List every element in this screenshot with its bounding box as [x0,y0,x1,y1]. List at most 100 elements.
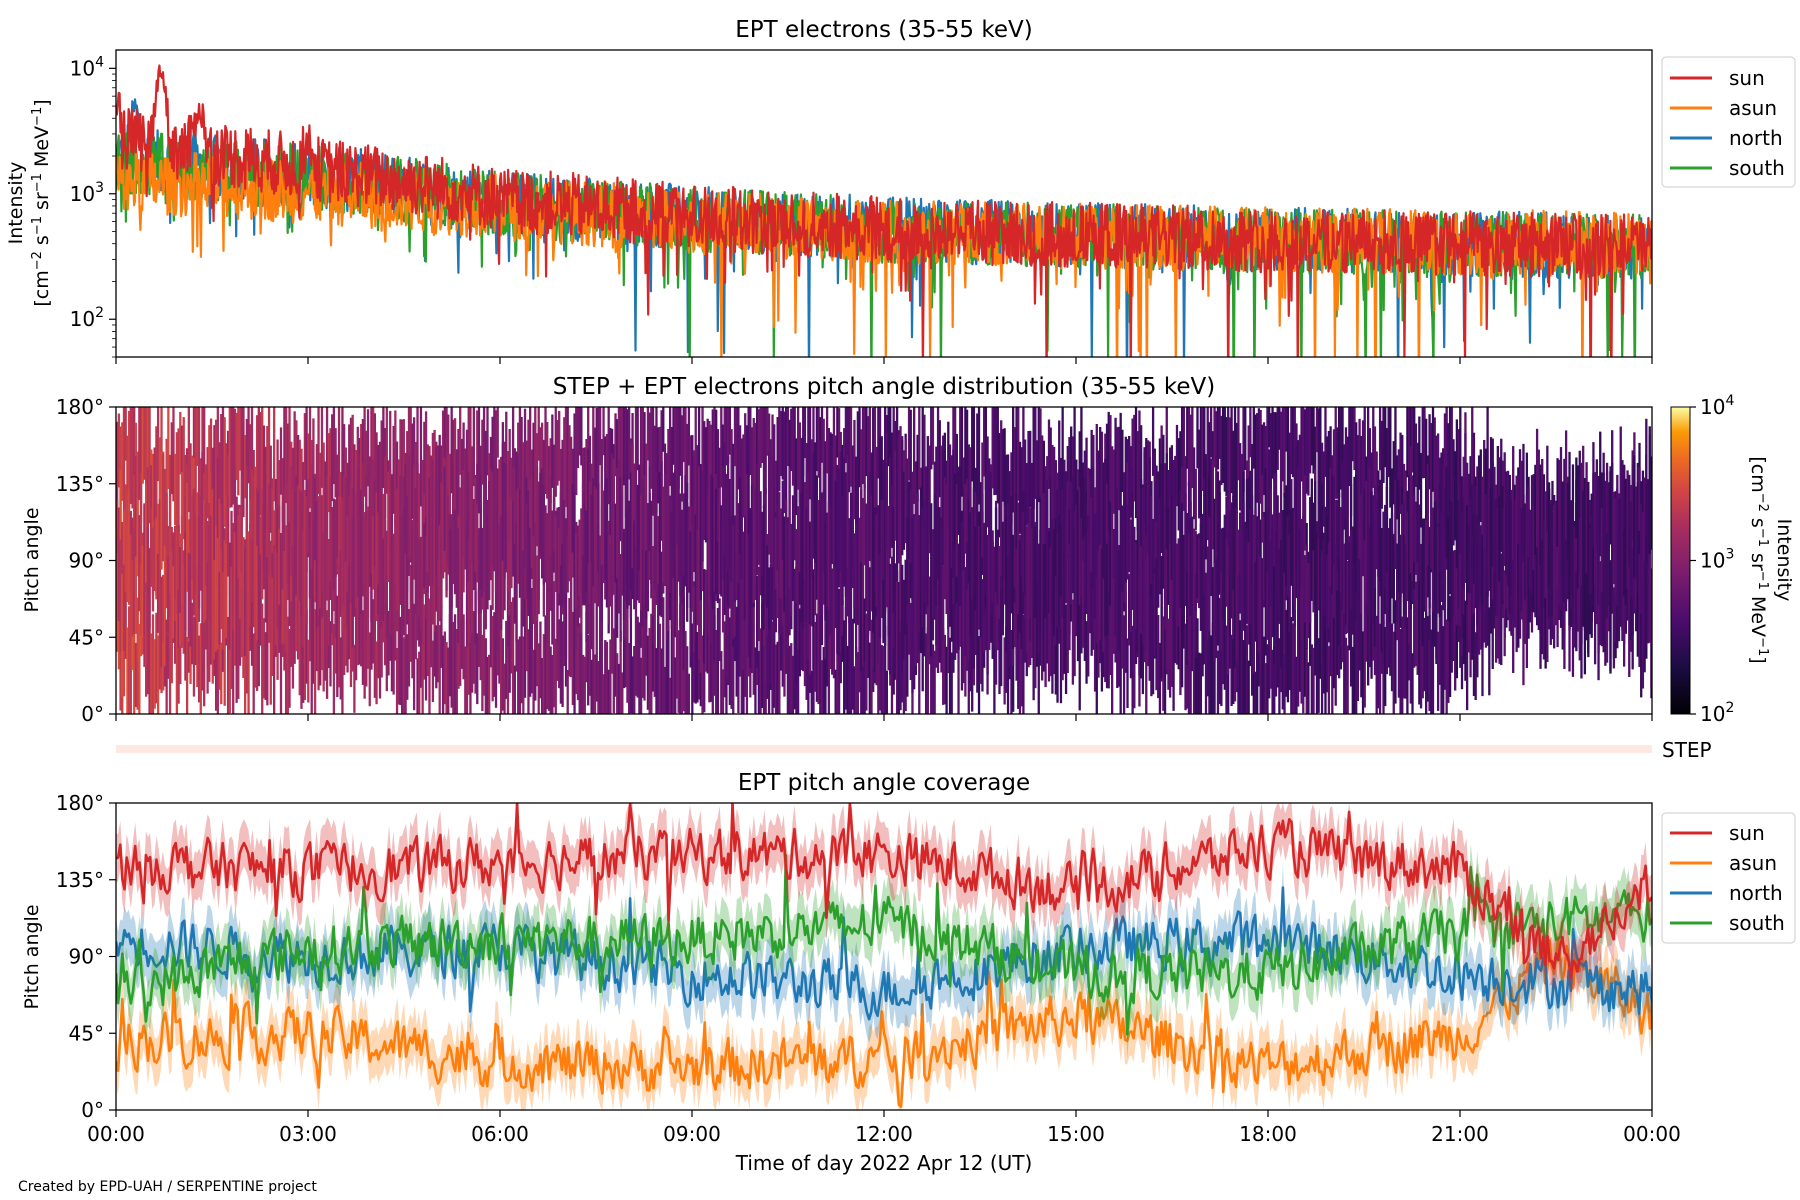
series-band-asun [116,913,1652,1110]
heatmap-cell [346,516,349,592]
heatmap-cell [1136,563,1139,652]
heatmap-cell [438,625,441,714]
heatmap-cell [482,484,486,592]
heatmap-cell [981,442,984,544]
colorbar-bar [1670,406,1691,715]
heatmap-cell [1049,547,1052,677]
heatmap-cell [856,529,859,625]
heatmap-cell [1148,538,1151,640]
heatmap-cell [1500,561,1503,666]
heatmap-cell [1392,536,1395,624]
heatmap-cell [148,407,151,524]
heatmap-cell [443,631,446,705]
heatmap-cell [1276,588,1279,688]
heatmap-cell [1179,513,1182,609]
heatmap-cell [370,407,373,490]
heatmap-cell [1360,569,1363,698]
heatmap-cell [971,584,974,712]
heatmap-cell [1418,504,1421,581]
heatmap-cell [1443,527,1447,626]
heatmap-cell [1517,546,1520,648]
heatmap-cell [1032,489,1035,611]
heatmap-cell [837,589,841,656]
heatmap-cell [1221,605,1225,685]
heatmap-cell [445,407,448,503]
heatmap-cell [890,432,894,520]
heatmap-cell [162,454,165,562]
heatmap-cell [668,495,672,593]
heatmap-cell [1008,484,1011,605]
heatmap-cell [1418,548,1421,631]
heatmap-cell [1160,463,1163,553]
heatmap-cell [1366,598,1370,686]
heatmap-cell [636,616,639,698]
heatmap-cell [1237,574,1240,665]
heatmap-cell [761,547,764,630]
heatmap-cell [1539,464,1542,567]
heatmap-cell [279,606,283,714]
heatmap-cell [1099,477,1102,571]
heatmap-cell [1481,534,1484,606]
heatmap-cell [1058,514,1061,627]
heatmap-cell [1005,454,1008,528]
heatmap-cell [1020,510,1023,577]
heatmap-cell [534,407,537,525]
panel1-yunit-sup: −1 [30,107,45,126]
heatmap-cell [1358,480,1361,560]
heatmap-cell [1305,544,1308,649]
heatmap-cell [1320,484,1324,606]
heatmap-cell [1107,583,1110,689]
panel1-yunit-sup: −2 [30,251,45,270]
heatmap-cell [199,623,202,714]
heatmap-cell [226,495,230,577]
heatmap-cell [453,614,457,714]
heatmap-cell [641,478,644,550]
heatmap-cell [1172,502,1175,609]
heatmap-cell [947,456,950,581]
heatmap-cell [505,465,508,569]
heatmap-cell [805,581,808,700]
heatmap-cell [708,530,711,601]
heatmap-cell [317,496,320,617]
panel3-plot-area [116,803,1652,1110]
step-label: STEP [1662,738,1712,762]
heatmap-cell [641,588,644,698]
heatmap-cell [1095,522,1098,644]
heatmap-cell [363,407,366,497]
heatmap-cell [600,589,603,714]
heatmap-cell [1326,436,1329,544]
heatmap-cell [397,582,400,705]
heatmap-cell [1433,501,1436,596]
heatmap-cell [1150,590,1153,697]
heatmap-cell [1366,526,1370,605]
heatmap-cell [602,674,605,714]
heatmap-cell [395,441,399,510]
heatmap-cell [767,451,771,555]
heatmap-cell [493,448,496,564]
heatmap-cell [389,469,392,562]
heatmap-cell [738,425,742,497]
heatmap-cell [786,407,790,466]
heatmap-cell [687,527,691,593]
heatmap-cell [800,588,803,671]
heatmap-cell [284,525,288,646]
heatmap-cell [602,407,605,456]
heatmap-cell [1012,534,1015,649]
heatmap-cell [537,643,540,714]
heatmap-cell [1305,647,1308,714]
heatmap-cell [523,572,527,698]
heatmap-cell [199,458,202,532]
heatmap-cell [1266,407,1269,517]
heatmap-cell [1110,446,1114,575]
heatmap-cell [590,543,593,650]
heatmap-cell [129,633,132,714]
colorbar-unit-part: sr [1747,547,1769,571]
heatmap-cell [1563,458,1566,565]
heatmap-cell [718,447,721,519]
heatmap-cell [1155,558,1158,658]
heatmap-cell [904,438,907,544]
heatmap-cell [383,456,387,581]
heatmap-cell [1268,546,1271,648]
heatmap-cell [404,464,407,553]
